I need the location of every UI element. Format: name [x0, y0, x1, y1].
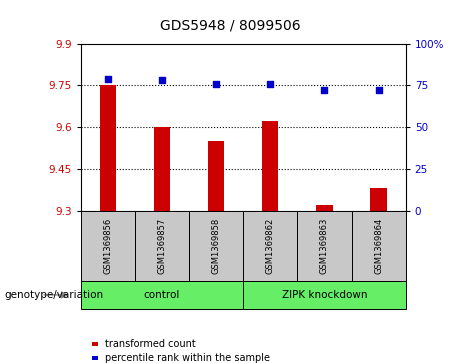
Point: [158, 77, 165, 83]
Point: [266, 81, 274, 86]
Point: [213, 81, 220, 86]
Text: ZIPK knockdown: ZIPK knockdown: [282, 290, 367, 300]
Bar: [371, 188, 387, 211]
Point: [375, 87, 382, 93]
Text: GSM1369856: GSM1369856: [103, 218, 112, 274]
Text: transformed count: transformed count: [105, 339, 195, 349]
Bar: [208, 141, 224, 211]
Bar: [316, 205, 332, 211]
Text: genotype/variation: genotype/variation: [5, 290, 104, 300]
Bar: [262, 122, 278, 211]
Text: GSM1369857: GSM1369857: [157, 218, 166, 274]
Text: control: control: [144, 290, 180, 300]
Point: [321, 87, 328, 93]
Text: GSM1369864: GSM1369864: [374, 218, 383, 274]
Bar: [154, 127, 170, 211]
Bar: [100, 85, 116, 211]
Text: GSM1369858: GSM1369858: [212, 218, 221, 274]
Point: [104, 76, 112, 82]
Text: GSM1369862: GSM1369862: [266, 218, 275, 274]
Text: percentile rank within the sample: percentile rank within the sample: [105, 353, 270, 363]
Text: GDS5948 / 8099506: GDS5948 / 8099506: [160, 18, 301, 32]
Text: GSM1369863: GSM1369863: [320, 218, 329, 274]
